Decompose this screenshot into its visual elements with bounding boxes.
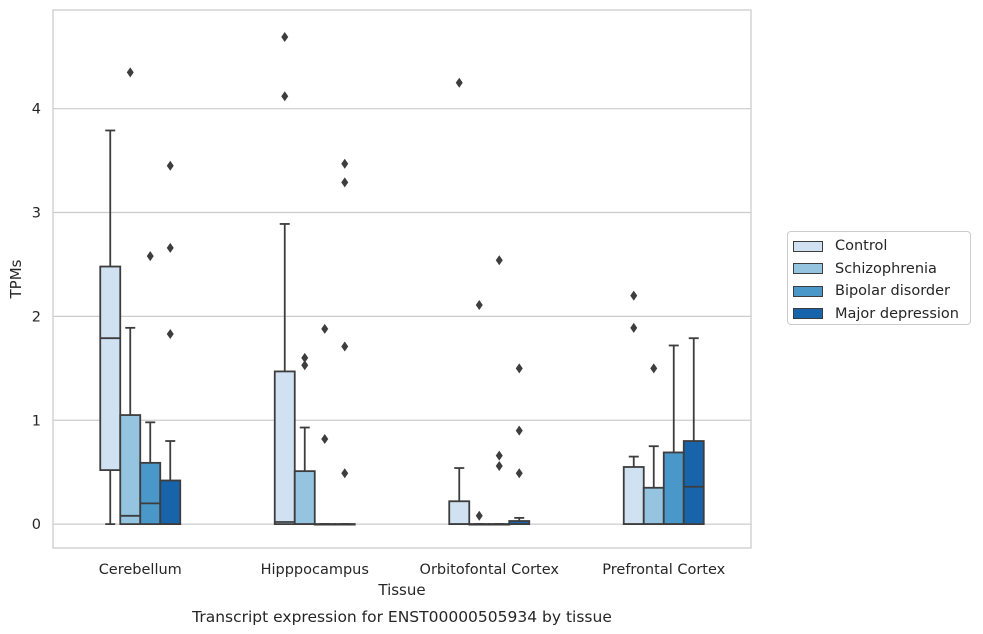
box-rect	[273, 370, 296, 526]
legend-swatch	[793, 308, 823, 320]
box-control	[448, 77, 471, 526]
outlier-point	[475, 510, 483, 521]
outlier-point	[166, 242, 174, 253]
y-tick-labels: 0 1 2 3 4	[32, 102, 41, 533]
y-tick-label: 1	[32, 413, 41, 429]
outlier-point	[301, 352, 309, 363]
x-tick-label: Hipppocampus	[261, 562, 369, 578]
legend-item-major-depression: Major depression	[793, 303, 970, 326]
outlier-point	[281, 91, 289, 102]
x-tick-label: Orbitofontal Cortex	[420, 562, 560, 578]
outlier-point	[166, 329, 174, 340]
legend-label: Schizophrenia	[835, 260, 937, 277]
outlier-point	[146, 251, 154, 262]
legend-label: Major depression	[835, 305, 959, 322]
legend: Control Schizophrenia Bipolar disorder M…	[787, 231, 971, 325]
box-rect	[139, 461, 162, 526]
x-tick-label: Cerebellum	[99, 562, 182, 578]
y-tick-label: 4	[32, 102, 41, 118]
outlier-point	[341, 341, 349, 352]
outlier-point	[301, 360, 309, 371]
x-tick-label: Prefrontal Cortex	[602, 562, 725, 578]
legend-swatch	[793, 263, 823, 275]
box-series	[99, 32, 705, 526]
outlier-point	[321, 433, 329, 444]
box-rect	[159, 479, 182, 526]
box-control	[99, 129, 122, 526]
outlier-point	[455, 77, 463, 88]
box-rect	[622, 466, 645, 526]
legend-swatch	[793, 285, 823, 297]
outlier-point	[321, 323, 329, 334]
box-rect	[293, 470, 316, 526]
box-rect	[448, 500, 471, 526]
legend-label: Bipolar disorder	[835, 283, 950, 300]
legend-label: Control	[835, 238, 888, 255]
outlier-point	[341, 177, 349, 188]
outlier-point	[495, 460, 503, 471]
box-rect	[99, 265, 122, 472]
legend-item-bipolar-disorder: Bipolar disorder	[793, 280, 970, 303]
box-control	[622, 290, 645, 526]
outlier-point	[126, 67, 134, 78]
box-schizophrenia	[468, 299, 491, 526]
box-major-depression	[159, 160, 182, 526]
x-tick-labels: Cerebellum Hipppocampus Orbitofontal Corte…	[99, 562, 726, 578]
outlier-point	[515, 363, 523, 374]
box-schizophrenia	[642, 363, 665, 526]
outlier-point	[475, 299, 483, 310]
box-control	[273, 32, 296, 526]
outlier-point	[630, 290, 638, 301]
outlier-point	[495, 450, 503, 461]
legend-item-schizophrenia: Schizophrenia	[793, 258, 970, 281]
plot-frame	[52, 9, 752, 549]
box-bipolar-disorder	[662, 344, 685, 526]
box-major-depression	[508, 363, 531, 526]
outlier-point	[166, 160, 174, 171]
outlier-point	[495, 255, 503, 266]
box-rect	[662, 451, 685, 526]
y-tick-label: 3	[32, 206, 41, 222]
x-axis-label: Tissue	[377, 581, 425, 599]
chart-title: Transcript expression for ENST0000050593…	[191, 608, 612, 626]
box-major-depression	[682, 337, 705, 526]
box-bipolar-disorder	[313, 323, 336, 526]
grid-lines	[53, 108, 751, 525]
box-rect	[682, 440, 705, 526]
box-rect	[642, 486, 665, 526]
outlier-point	[650, 363, 658, 374]
box-schizophrenia	[119, 67, 142, 526]
y-tick-label: 2	[32, 309, 41, 325]
outlier-point	[515, 468, 523, 479]
outlier-point	[341, 158, 349, 169]
box-schizophrenia	[293, 352, 316, 526]
legend-swatch	[793, 240, 823, 252]
outlier-point	[515, 425, 523, 436]
outlier-point	[341, 468, 349, 479]
legend-item-control: Control	[793, 235, 970, 258]
box-rect	[119, 414, 142, 526]
box-bipolar-disorder	[488, 255, 511, 526]
box-bipolar-disorder	[139, 251, 162, 526]
outlier-point	[630, 322, 638, 333]
box-major-depression	[333, 158, 356, 526]
outlier-point	[281, 32, 289, 43]
y-tick-label: 0	[32, 517, 41, 533]
y-axis-label: TPMs	[7, 259, 25, 299]
